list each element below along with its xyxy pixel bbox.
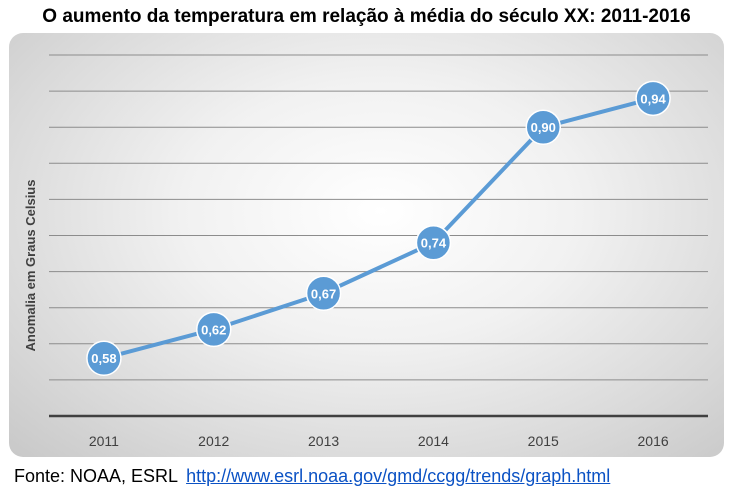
data-point [305, 275, 342, 312]
source-label: Fonte: NOAA, ESRL [14, 466, 179, 486]
data-point [525, 109, 561, 145]
source-note: Fonte: NOAA, ESRL http://www.esrl.noaa.go… [14, 466, 610, 487]
source-link[interactable]: http://www.esrl.noaa.gov/gmd/ccgg/trends… [186, 466, 611, 486]
data-label: 0,74 [421, 236, 447, 251]
chart-panel: 2011 2012 2013 2014 2015 2016 Anomalia em Gra… [9, 33, 724, 457]
data-point [86, 340, 122, 376]
x-tick-label: 2013 [308, 433, 339, 449]
x-tick-label: 2015 [528, 433, 559, 449]
x-axis: 2011 2012 2013 2014 2015 2016 [89, 433, 669, 449]
data-label: 0,90 [531, 120, 556, 135]
data-point [635, 80, 671, 117]
data-label: 0,67 [311, 286, 336, 301]
x-tick-label: 2012 [198, 433, 229, 449]
series-polyline [103, 96, 654, 361]
chart-title: O aumento da temperatura em relação à mé… [42, 6, 691, 27]
data-point [196, 311, 232, 348]
data-point [415, 224, 452, 261]
x-tick-label: 2016 [638, 433, 669, 449]
data-label: 0,58 [91, 351, 116, 366]
series-line [103, 96, 654, 361]
data-label: 0,94 [640, 91, 666, 106]
y-axis-label: Anomalia em Graus Celsius [23, 180, 38, 352]
x-tick-label: 2011 [89, 433, 119, 449]
x-tick-label: 2014 [418, 433, 449, 449]
data-points: 0,58 0,62 0,67 0,74 0,90 0,94 [86, 80, 671, 376]
line-chart: 2011 2012 2013 2014 2015 2016 Anomalia em Gra… [23, 54, 708, 449]
data-label: 0,62 [201, 322, 226, 337]
